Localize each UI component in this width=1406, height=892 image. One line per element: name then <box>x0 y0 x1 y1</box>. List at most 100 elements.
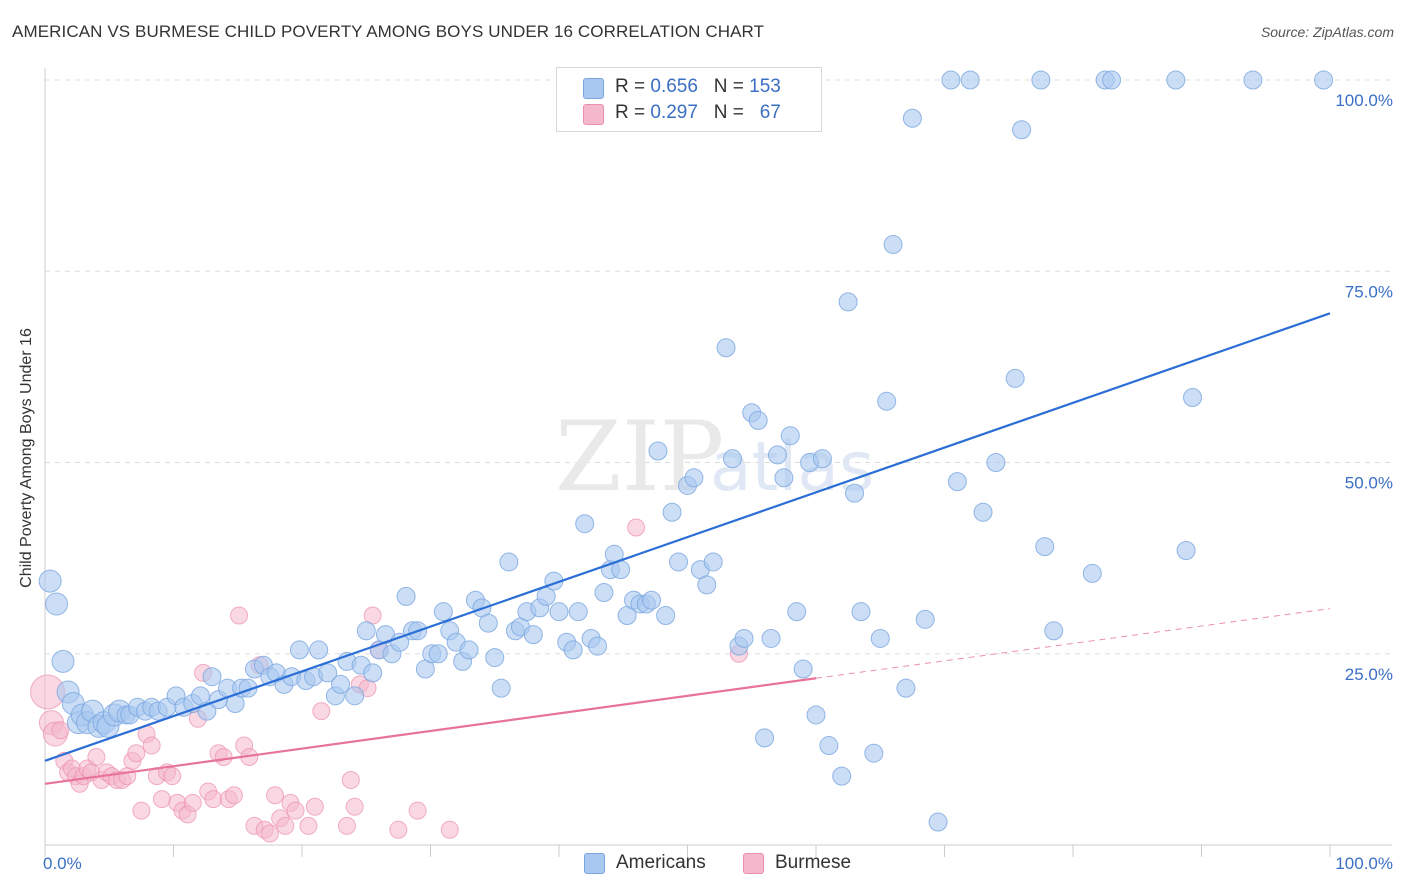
americans-point <box>588 636 608 656</box>
americans-point <box>428 644 448 664</box>
americans-point <box>1166 70 1186 90</box>
americans-point <box>761 628 781 648</box>
americans-point <box>877 391 897 411</box>
americans-point <box>864 743 884 763</box>
burmese-point <box>224 786 243 805</box>
americans-point <box>1031 70 1051 90</box>
burmese-point <box>389 820 408 839</box>
legend-r-value-burmese: 0.297 <box>650 102 698 123</box>
y-tick-label: 25.0% <box>1345 665 1393 684</box>
burmese-trend-line <box>44 677 817 785</box>
americans-point <box>1314 70 1334 90</box>
burmese-point <box>341 770 360 789</box>
americans-point <box>755 728 775 748</box>
americans-point <box>684 468 704 488</box>
gridlines <box>45 79 1392 655</box>
americans-point <box>716 338 736 358</box>
burmese-point <box>299 816 318 835</box>
americans-point <box>928 812 948 832</box>
americans-point <box>45 592 69 616</box>
americans-point <box>202 667 222 687</box>
legend-label-americans: Americans <box>616 852 706 873</box>
y-tick-label: 75.0% <box>1345 282 1393 301</box>
americans-point <box>845 483 865 503</box>
americans-point <box>812 449 832 469</box>
burmese-point <box>260 824 279 843</box>
americans-point <box>986 453 1006 472</box>
americans-point <box>656 606 676 625</box>
legend-label-burmese: Burmese <box>775 852 852 873</box>
americans-point <box>870 628 890 648</box>
burmese-point <box>127 744 146 763</box>
burmese-point <box>51 721 70 740</box>
americans-point <box>594 583 614 603</box>
americans-point <box>309 640 329 660</box>
legend-swatch-burmese <box>743 853 764 874</box>
burmese-point <box>214 748 233 767</box>
americans-point <box>973 502 993 522</box>
burmese-point <box>337 816 356 835</box>
americans-point <box>345 686 365 706</box>
y-tick-label: 100.0% <box>1335 91 1393 110</box>
x-tick-label: 100.0% <box>1335 854 1393 873</box>
americans-point <box>289 640 309 660</box>
burmese-point <box>305 797 324 816</box>
americans-point <box>774 468 794 488</box>
americans-point <box>832 766 852 786</box>
americans-point <box>648 441 668 461</box>
americans-point <box>523 625 543 645</box>
correlation-legend: R = 0.656 N = 153 R = 0.297 N = 67 <box>556 67 822 132</box>
americans-point <box>396 586 416 606</box>
americans-point <box>896 678 916 698</box>
americans-point <box>838 292 858 312</box>
burmese-point <box>286 801 305 820</box>
legend-swatch-burmese <box>583 104 604 125</box>
americans-point <box>356 621 376 641</box>
burmese-point <box>163 767 182 786</box>
legend-r-label: R = <box>615 76 651 97</box>
burmese-point <box>440 820 459 839</box>
americans-point <box>669 552 689 572</box>
watermark-zip: ZIP <box>555 401 724 513</box>
legend-r-value-americans: 0.656 <box>650 76 698 97</box>
americans-point <box>793 659 813 679</box>
americans-point <box>1035 537 1055 557</box>
americans-point <box>1044 621 1064 641</box>
burmese-points <box>30 518 748 843</box>
americans-point <box>331 674 351 694</box>
americans-point <box>459 640 479 660</box>
americans-point <box>787 602 807 622</box>
americans-point <box>499 552 519 572</box>
americans-point <box>575 514 595 534</box>
americans-point <box>960 70 980 90</box>
americans-point <box>902 108 922 128</box>
burmese-point <box>152 790 171 809</box>
burmese-trend-extension <box>815 608 1331 679</box>
burmese-point <box>87 748 106 767</box>
burmese-point <box>312 702 331 721</box>
americans-point <box>38 569 62 593</box>
americans-point <box>1176 540 1196 560</box>
burmese-point <box>276 816 295 835</box>
americans-points <box>38 70 1334 832</box>
americans-point <box>568 602 588 622</box>
americans-point <box>549 602 569 622</box>
legend-swatch-americans <box>583 78 604 99</box>
americans-point <box>563 640 583 660</box>
americans-point <box>748 410 768 430</box>
burmese-point <box>204 790 223 809</box>
americans-point <box>485 648 505 668</box>
legend-n-value-americans: 153 <box>749 76 781 97</box>
americans-point <box>767 445 787 465</box>
burmese-point <box>230 606 249 625</box>
americans-point <box>851 602 871 622</box>
y-axis-label: Child Poverty Among Boys Under 16 <box>18 328 35 588</box>
burmese-point <box>627 518 646 537</box>
americans-point <box>1082 563 1102 583</box>
americans-point <box>915 609 935 629</box>
x-tick-label: 0.0% <box>43 854 82 873</box>
chart-title: AMERICAN VS BURMESE CHILD POVERTY AMONG … <box>12 22 765 41</box>
y-tick-label: 50.0% <box>1345 474 1393 493</box>
burmese-point <box>118 767 137 786</box>
